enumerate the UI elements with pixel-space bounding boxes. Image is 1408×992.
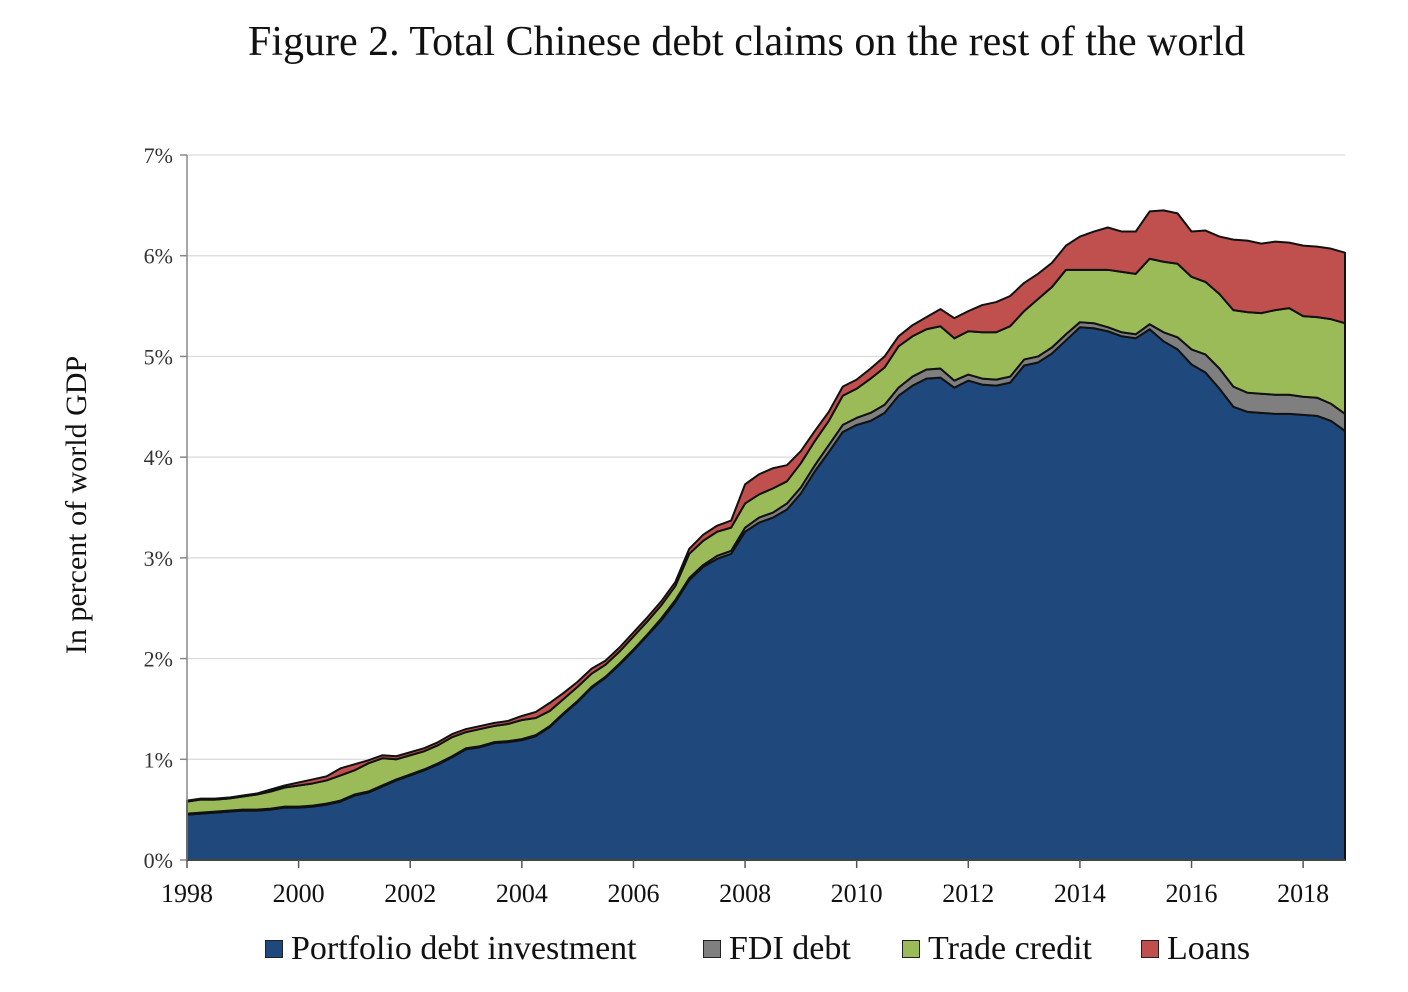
- legend-label: FDI debt: [729, 930, 851, 967]
- legend-label: Trade credit: [928, 930, 1092, 967]
- y-tick-label: 2%: [144, 647, 173, 672]
- y-axis-label: In percent of world GDP: [60, 356, 93, 654]
- legend-swatch: [265, 940, 283, 958]
- legend-swatch: [1141, 940, 1159, 958]
- y-tick-label: 5%: [144, 344, 173, 369]
- chart-title: Figure 2. Total Chinese debt claims on t…: [248, 19, 1246, 65]
- legend-swatch: [902, 940, 920, 958]
- legend-item: Loans: [1141, 930, 1250, 968]
- x-tick-label: 2014: [1054, 879, 1106, 908]
- y-tick-label: 0%: [144, 848, 173, 873]
- stacked-areas: [186, 209, 1346, 861]
- x-tick-label: 2006: [607, 879, 659, 908]
- x-tick-label: 1998: [161, 879, 213, 908]
- y-tick-label: 1%: [144, 747, 173, 772]
- series-area-loans: [186, 209, 1346, 803]
- legend-swatch: [703, 940, 721, 958]
- x-tick-label: 2004: [496, 879, 548, 908]
- x-tick-label: 2012: [942, 879, 994, 908]
- legend-item: FDI debt: [703, 930, 851, 968]
- axes: 0% 1% 2% 3% 4% 5% 6% 7% 1998 2000 2002 2004 2006 2008…: [144, 143, 1345, 908]
- legend-label: Portfolio debt investment: [291, 930, 637, 967]
- y-tick-label: 7%: [144, 143, 173, 168]
- legend: Portfolio debt investment FDI debt Trade c…: [0, 930, 1408, 976]
- x-tick-label: 2010: [831, 879, 883, 908]
- x-tick-label: 2016: [1166, 879, 1218, 908]
- y-tick-label: 3%: [144, 546, 173, 571]
- x-tick-label: 2008: [719, 879, 771, 908]
- x-tick-label: 2002: [384, 879, 436, 908]
- y-tick-label: 4%: [144, 445, 173, 470]
- y-tick-label: 6%: [144, 244, 173, 269]
- x-tick-label: 2000: [273, 879, 325, 908]
- legend-item: Trade credit: [902, 930, 1092, 968]
- legend-label: Loans: [1167, 930, 1251, 967]
- x-tick-label: 2018: [1277, 879, 1329, 908]
- legend-item: Portfolio debt investment: [265, 930, 637, 968]
